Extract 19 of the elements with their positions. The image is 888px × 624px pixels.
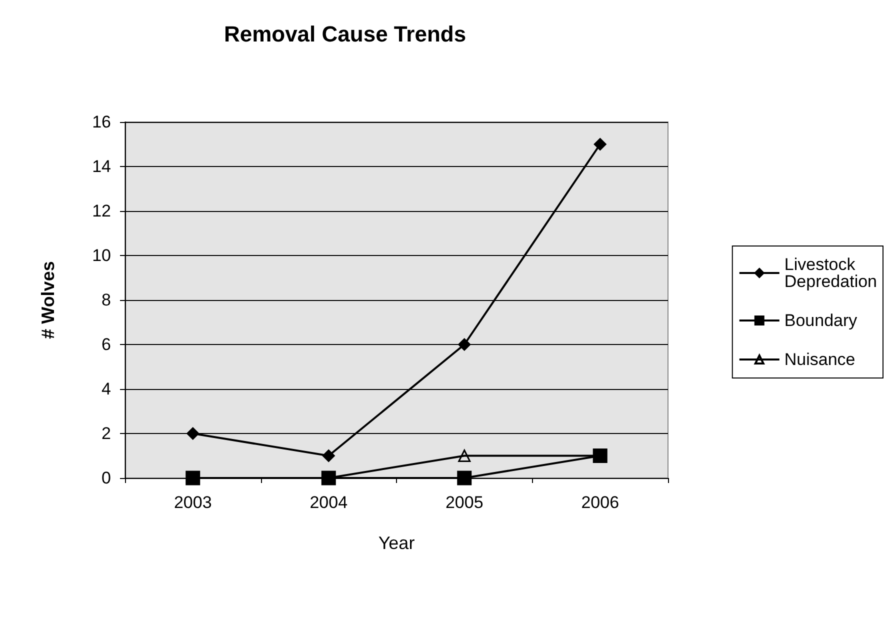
y-tick-label: 6 (102, 335, 111, 354)
y-tick-label: 12 (92, 202, 111, 220)
legend-label: Livestock Depredation (784, 255, 878, 291)
x-tick-label: 2006 (581, 493, 620, 512)
y-tick-label: 8 (102, 290, 111, 310)
y-tick-label: 2 (102, 424, 111, 443)
y-tick-label: 4 (102, 380, 111, 398)
y-tick-label: 14 (92, 157, 111, 176)
legend-label: Nuisance (784, 350, 856, 369)
y-tick-label: 16 (92, 112, 111, 132)
y-tick-label: 0 (102, 468, 111, 488)
chart-title: Removal Cause Trends (224, 22, 466, 46)
x-tick-label: 2003 (174, 493, 212, 512)
y-tick-label: 10 (92, 246, 111, 265)
x-axis-title: Year (378, 533, 415, 553)
y-axis-title: # Wolves (38, 261, 58, 339)
legend-label: Boundary (784, 311, 858, 330)
x-tick-label: 2004 (310, 493, 348, 512)
x-tick-label: 2005 (445, 493, 484, 512)
